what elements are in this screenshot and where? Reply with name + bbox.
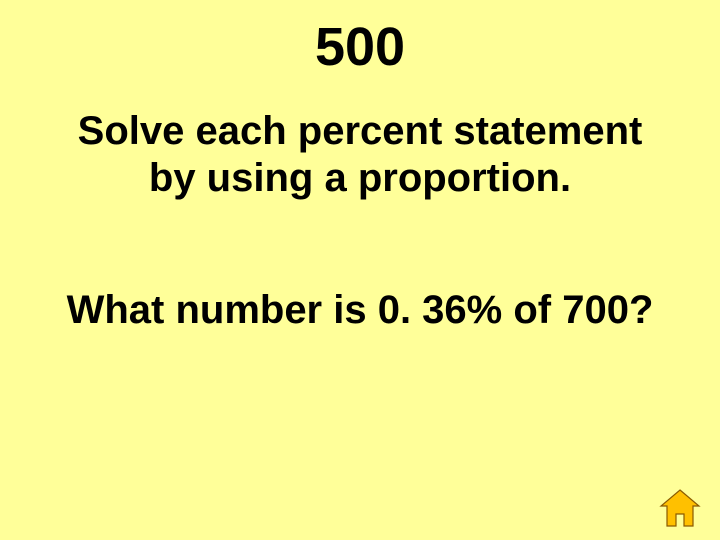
instruction-line-1: Solve each percent statement xyxy=(78,109,643,153)
home-button[interactable] xyxy=(658,488,702,528)
question-text: What number is 0. 36% of 700? xyxy=(0,288,720,333)
home-icon-shape xyxy=(661,490,699,526)
instruction-text: Solve each percent statement by using a … xyxy=(0,108,720,202)
instruction-line-2: by using a proportion. xyxy=(149,156,571,200)
slide: 500 Solve each percent statement by usin… xyxy=(0,0,720,540)
home-icon xyxy=(658,488,702,528)
point-value-title: 500 xyxy=(0,16,720,78)
